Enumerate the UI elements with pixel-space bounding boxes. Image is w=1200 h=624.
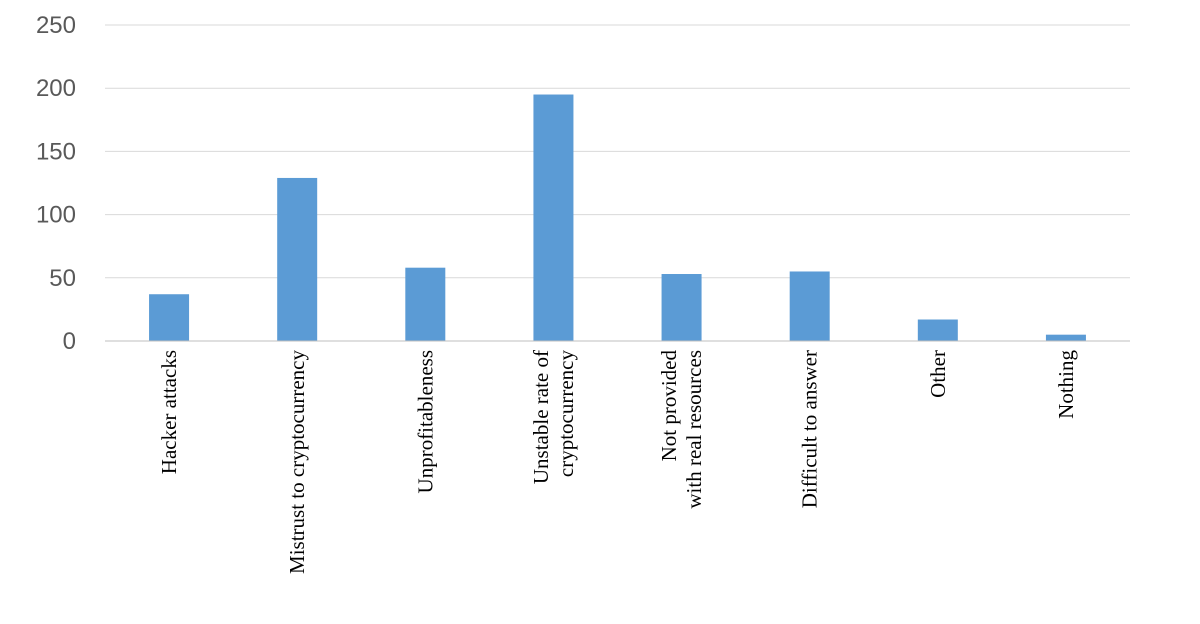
x-tick-label: Unprofitableness <box>413 350 437 493</box>
y-tick-label: 0 <box>63 328 76 355</box>
x-axis-labels: Hacker attacks Mistrust to cryptocurrency… <box>157 350 1078 574</box>
y-tick-label: 50 <box>49 265 76 292</box>
x-tick-label-line: Unstable rate of <box>529 350 553 484</box>
x-tick-label: Mistrust to cryptocurrency <box>285 350 309 574</box>
x-tick-label: Difficult to answer <box>798 350 822 508</box>
x-tick-label-line: Nothing <box>1054 350 1078 419</box>
x-tick-label-line: with real resources <box>682 350 706 509</box>
bar <box>789 271 830 341</box>
y-tick-label: 250 <box>36 12 76 39</box>
bar <box>533 94 574 342</box>
x-tick-label-line: Mistrust to cryptocurrency <box>285 350 309 574</box>
x-tick-label-line: Unprofitableness <box>413 350 437 493</box>
y-axis-ticks: 0 50 100 150 200 250 <box>36 12 76 355</box>
gridlines <box>105 24 1130 279</box>
x-tick-label: Nothing <box>1054 350 1078 419</box>
x-tick-label-line: Other <box>926 350 950 398</box>
x-tick-label-line: Hacker attacks <box>157 350 181 474</box>
y-tick-label: 150 <box>36 138 76 165</box>
y-tick-label: 200 <box>36 75 76 102</box>
bars <box>149 94 1086 342</box>
x-tick-label-line: cryptocurrency <box>554 350 578 478</box>
bar <box>277 177 318 341</box>
bar <box>917 319 958 341</box>
bar <box>661 274 702 341</box>
x-tick-label: Other <box>926 350 950 398</box>
bar <box>149 294 190 341</box>
y-tick-label: 100 <box>36 202 76 229</box>
x-tick-label: Hacker attacks <box>157 350 181 474</box>
x-tick-label: Unstable rate ofcryptocurrency <box>529 350 578 485</box>
x-tick-label-line: Not provided <box>657 350 681 462</box>
bar <box>405 267 446 341</box>
bar <box>1045 334 1086 341</box>
x-tick-label: Not providedwith real resources <box>657 350 706 509</box>
x-tick-label-line: Difficult to answer <box>798 350 822 508</box>
